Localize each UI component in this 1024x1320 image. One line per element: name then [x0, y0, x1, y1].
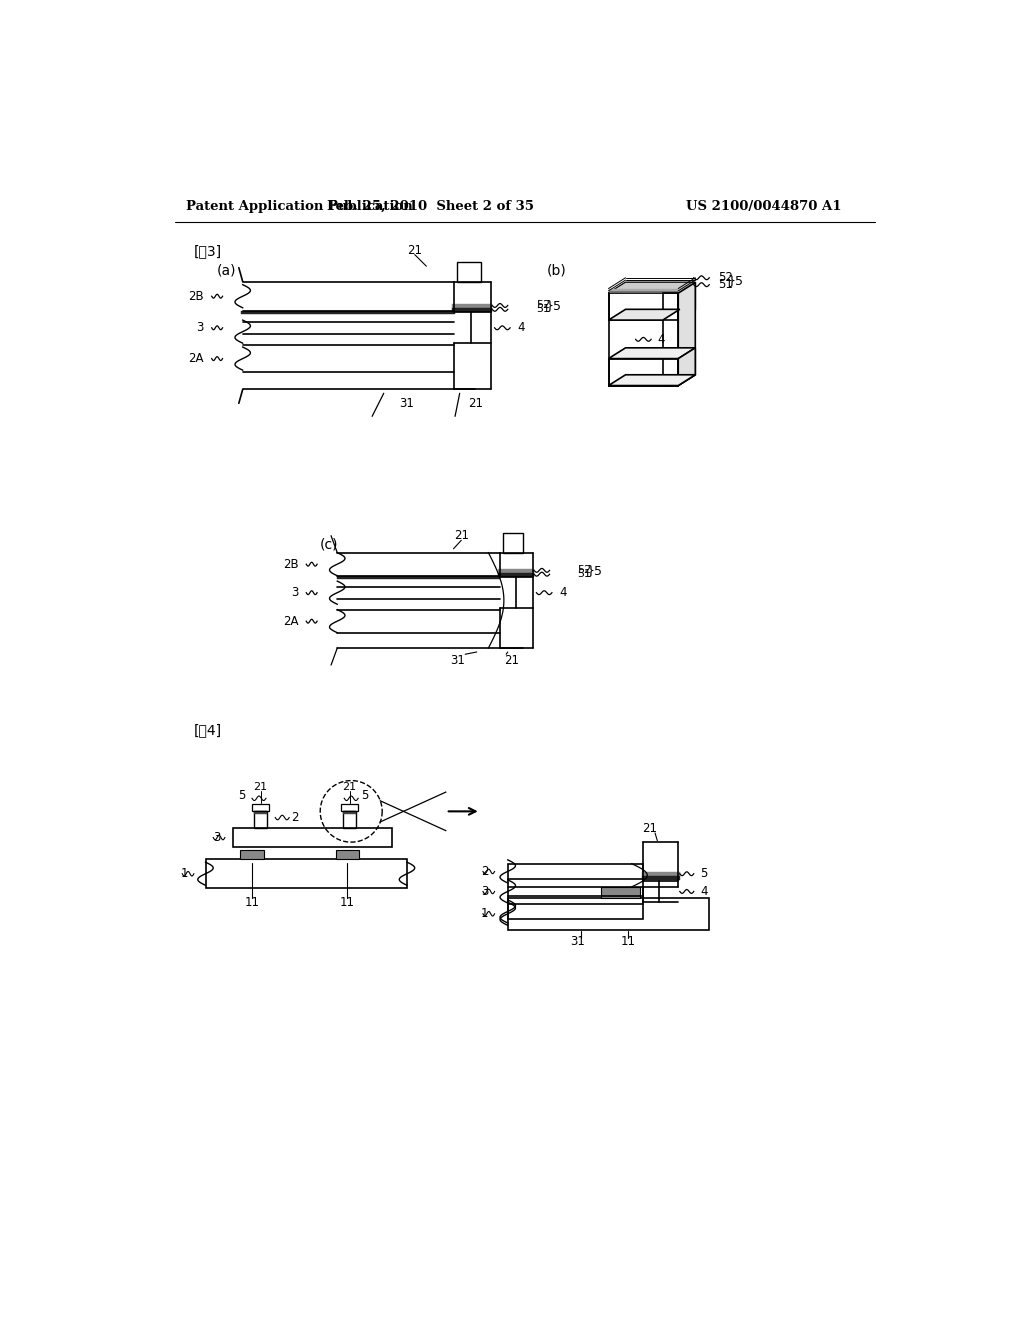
Bar	[254, 812, 266, 814]
Polygon shape	[608, 309, 680, 321]
Bar	[241, 312, 455, 314]
Text: (b): (b)	[547, 263, 566, 277]
Bar	[452, 308, 493, 312]
Text: 4: 4	[700, 884, 708, 898]
Polygon shape	[678, 348, 695, 385]
Bar	[601, 887, 640, 898]
Polygon shape	[608, 375, 695, 385]
Bar	[336, 850, 359, 859]
Bar	[206, 859, 407, 888]
Bar	[663, 293, 678, 385]
Text: Patent Application Publication: Patent Application Publication	[186, 199, 413, 213]
Text: 11: 11	[245, 896, 259, 908]
Bar	[608, 359, 678, 385]
Text: 31: 31	[570, 935, 585, 948]
Polygon shape	[678, 282, 695, 321]
Text: 21: 21	[343, 781, 356, 792]
Text: (a): (a)	[217, 263, 237, 277]
Text: 3: 3	[481, 884, 488, 898]
Polygon shape	[608, 282, 695, 293]
Bar	[499, 569, 535, 573]
Text: 2B: 2B	[283, 557, 299, 570]
Text: 2B: 2B	[188, 289, 204, 302]
Text: 21: 21	[468, 397, 482, 409]
Text: 2: 2	[291, 810, 298, 824]
Text: 31: 31	[399, 397, 415, 409]
Bar	[241, 850, 263, 859]
Text: 5: 5	[361, 789, 369, 803]
Bar	[252, 804, 269, 812]
Bar	[608, 290, 678, 293]
Bar	[232, 829, 391, 847]
Text: 11: 11	[340, 896, 355, 908]
Bar	[503, 533, 523, 553]
Bar	[458, 263, 480, 281]
Text: 2A: 2A	[283, 615, 299, 628]
Bar	[343, 812, 356, 814]
Bar	[452, 304, 493, 308]
Bar	[343, 812, 356, 829]
Text: 51: 51	[719, 279, 733, 292]
Text: 4: 4	[518, 321, 525, 334]
Text: }5: }5	[546, 300, 562, 313]
Text: US 2100/0044870 A1: US 2100/0044870 A1	[686, 199, 842, 213]
Text: 52: 52	[719, 271, 733, 284]
Text: 3: 3	[291, 586, 299, 599]
Text: }5: }5	[728, 275, 743, 288]
Text: 11: 11	[621, 935, 635, 948]
Bar	[508, 863, 643, 919]
Bar	[608, 289, 678, 290]
Text: 21: 21	[454, 529, 469, 543]
Text: 3: 3	[214, 832, 221, 843]
Text: 5: 5	[238, 789, 245, 803]
Bar	[499, 573, 535, 577]
Text: [図3]: [図3]	[194, 244, 222, 257]
Bar	[508, 898, 710, 929]
Text: 52: 52	[578, 565, 592, 576]
Text: 4: 4	[657, 333, 665, 346]
Text: 1: 1	[181, 867, 188, 880]
Bar	[254, 812, 266, 829]
Text: [図4]: [図4]	[194, 723, 222, 737]
Text: 1: 1	[481, 907, 488, 920]
Text: 3: 3	[197, 321, 204, 334]
Bar	[341, 804, 358, 812]
Text: 21: 21	[642, 822, 657, 834]
Bar	[642, 876, 680, 880]
Text: 2A: 2A	[188, 352, 204, 366]
Text: 5: 5	[700, 867, 708, 880]
Polygon shape	[608, 282, 695, 293]
Text: 21: 21	[504, 653, 519, 667]
Text: 51: 51	[537, 305, 551, 314]
Text: 21: 21	[254, 781, 267, 792]
Bar	[337, 576, 500, 578]
Polygon shape	[678, 282, 695, 385]
Text: 31: 31	[450, 653, 465, 667]
Bar	[608, 293, 678, 321]
Text: 21: 21	[408, 244, 422, 257]
Text: Feb. 25, 2010  Sheet 2 of 35: Feb. 25, 2010 Sheet 2 of 35	[327, 199, 534, 213]
Text: 51: 51	[578, 569, 592, 579]
Polygon shape	[608, 348, 695, 359]
Text: 2: 2	[481, 865, 488, 878]
Bar	[642, 873, 680, 876]
Text: 4: 4	[560, 586, 567, 599]
Text: 52: 52	[537, 301, 551, 310]
Text: (c): (c)	[321, 539, 339, 552]
Text: }5: }5	[587, 564, 603, 577]
